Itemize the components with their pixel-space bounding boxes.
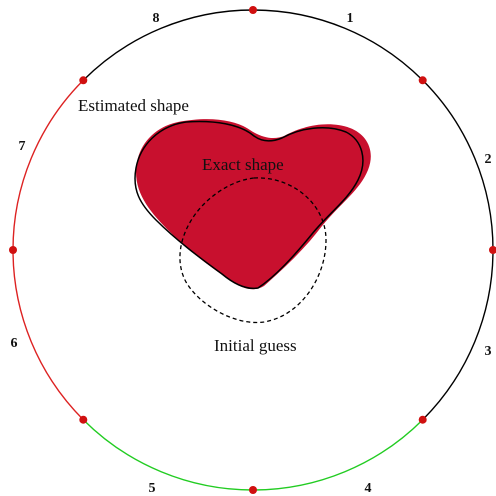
initial-guess-label: Initial guess bbox=[214, 336, 297, 355]
measurement-circle bbox=[12, 9, 494, 491]
segment-labels: 1 2 3 4 5 6 7 8 bbox=[11, 11, 492, 496]
sensor-marker bbox=[79, 415, 88, 424]
estimated-shape-label: Estimated shape bbox=[78, 96, 189, 115]
exact-shape-label: Exact shape bbox=[202, 155, 284, 174]
sensor-marker bbox=[418, 76, 427, 85]
segment-number-3: 3 bbox=[485, 344, 492, 359]
arc-segment-1 bbox=[252, 9, 424, 81]
exact-shape bbox=[136, 119, 371, 290]
segment-number-6: 6 bbox=[11, 336, 18, 351]
arc-segment-7 bbox=[12, 79, 84, 251]
sensor-marker bbox=[249, 6, 257, 14]
arc-segment-5 bbox=[82, 419, 254, 491]
arc-segment-3 bbox=[422, 249, 494, 421]
sensor-marker bbox=[418, 415, 427, 424]
segment-number-7: 7 bbox=[19, 139, 26, 154]
segment-number-4: 4 bbox=[365, 481, 372, 496]
sensor-marker bbox=[79, 76, 88, 85]
sensor-marker bbox=[249, 486, 257, 494]
sensor-markers bbox=[9, 6, 496, 494]
sensor-marker bbox=[9, 246, 17, 254]
arc-segment-8 bbox=[82, 9, 254, 81]
estimated-shape bbox=[134, 120, 364, 290]
segment-number-2: 2 bbox=[485, 152, 492, 167]
arc-segment-2 bbox=[422, 79, 494, 251]
arc-segment-6 bbox=[12, 249, 84, 421]
arc-segment-4 bbox=[252, 419, 424, 491]
sensor-marker bbox=[489, 246, 496, 254]
initial-guess bbox=[179, 177, 327, 324]
segment-number-1: 1 bbox=[347, 11, 354, 26]
segment-number-8: 8 bbox=[153, 11, 160, 26]
segment-number-5: 5 bbox=[149, 481, 156, 496]
